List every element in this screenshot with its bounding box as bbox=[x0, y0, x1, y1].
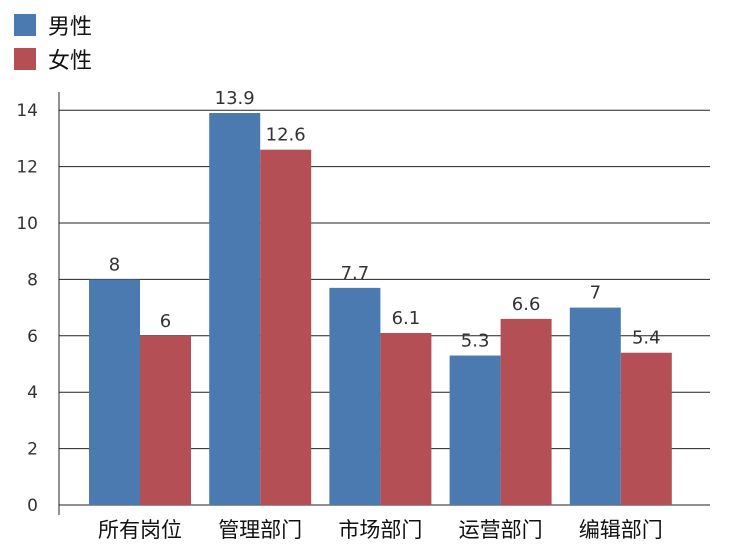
y-tick-label-8: 8 bbox=[27, 270, 38, 290]
legend-label-female: 女性 bbox=[48, 49, 93, 74]
data-label-male-2: 7.7 bbox=[341, 263, 370, 284]
category-label-4: 编辑部门 bbox=[579, 518, 663, 542]
legend-swatch-male bbox=[14, 14, 36, 36]
bar-male-1 bbox=[209, 113, 261, 506]
category-label-3: 运营部门 bbox=[459, 518, 543, 542]
data-label-female-1: 12.6 bbox=[266, 125, 306, 146]
bar-male-3 bbox=[449, 355, 501, 505]
data-label-female-3: 6.6 bbox=[512, 294, 541, 315]
bar-female-4 bbox=[620, 352, 672, 505]
bar-male-4 bbox=[569, 307, 621, 505]
y-tick-label-12: 12 bbox=[16, 158, 38, 178]
bar-female-0 bbox=[140, 335, 191, 505]
data-label-male-3: 5.3 bbox=[461, 331, 490, 352]
category-label-1: 管理部门 bbox=[218, 518, 302, 542]
y-tick-label-4: 4 bbox=[27, 383, 38, 403]
data-label-male-1: 13.9 bbox=[215, 88, 255, 109]
legend-item-female: 女性 bbox=[14, 42, 92, 76]
y-tick-label-14: 14 bbox=[16, 101, 38, 121]
bar-male-0 bbox=[89, 279, 140, 505]
y-tick-label-2: 2 bbox=[27, 440, 38, 460]
data-label-female-4: 5.4 bbox=[632, 328, 661, 349]
y-tick-label-6: 6 bbox=[27, 327, 38, 347]
data-label-female-0: 6 bbox=[160, 311, 171, 332]
legend-swatch-female bbox=[14, 48, 36, 70]
bar-female-2 bbox=[380, 332, 432, 505]
bar-female-1 bbox=[260, 149, 312, 505]
legend-label-male: 男性 bbox=[48, 15, 93, 40]
data-label-male-4: 7 bbox=[590, 283, 601, 304]
legend-item-male: 男性 bbox=[14, 8, 92, 42]
data-label-male-0: 8 bbox=[109, 254, 120, 275]
legend: 男性 女性 bbox=[14, 8, 92, 76]
bar-female-3 bbox=[500, 318, 552, 505]
y-tick-label-0: 0 bbox=[27, 496, 38, 516]
data-label-female-2: 6.1 bbox=[392, 308, 421, 329]
bar-male-2 bbox=[329, 287, 381, 505]
y-tick-label-10: 10 bbox=[16, 214, 38, 234]
category-label-0: 所有岗位 bbox=[98, 518, 182, 542]
category-label-2: 市场部门 bbox=[338, 518, 422, 542]
